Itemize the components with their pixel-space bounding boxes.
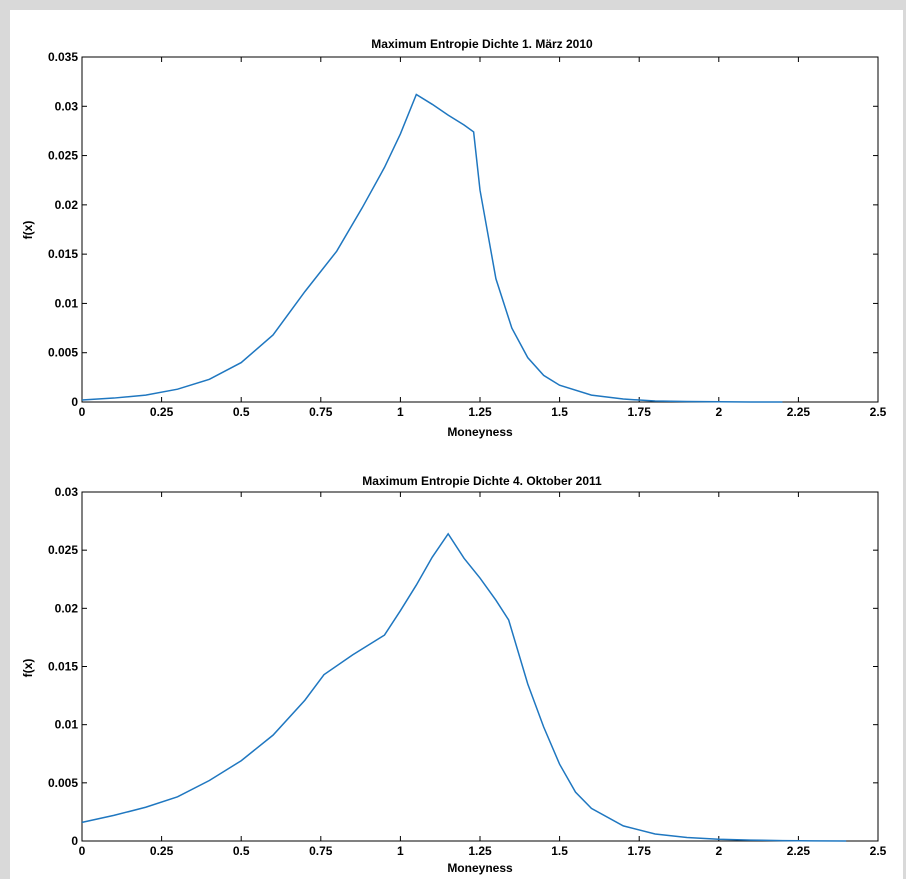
chart-1-y-tick-label: 0.025 xyxy=(48,149,78,163)
chart-1-y-tick-label: 0.035 xyxy=(48,50,78,64)
chart-1-x-tick-label: 0.5 xyxy=(233,405,250,419)
chart-2: Maximum Entropie Dichte 4. Oktober 2011 … xyxy=(21,474,887,875)
chart-2-y-tick-label: 0.025 xyxy=(48,543,78,557)
chart-1-x-tick-label: 1.25 xyxy=(468,405,492,419)
chart-2-x-tick-label: 2.5 xyxy=(870,844,887,858)
chart-1-y-axis-label: f(x) xyxy=(21,221,35,240)
chart-1-y-axis: 0 0.005 0.01 0.015 0.02 0.025 0.03 0.035 xyxy=(48,50,878,409)
chart-2-y-axis-label: f(x) xyxy=(21,659,35,678)
chart-1-x-axis: 0 0.25 0.5 0.75 1 1.25 1.5 1.75 2 2.25 2.5 xyxy=(79,57,887,419)
chart-2-series-line xyxy=(81,532,847,842)
figure-canvas: Maximum Entropie Dichte 1. März 2010 0 0.… xyxy=(21,37,887,875)
chart-2-y-tick-label: 0.02 xyxy=(55,601,79,615)
chart-2-x-tick-label: 2.25 xyxy=(787,844,811,858)
chart-1-x-tick-label: 1.75 xyxy=(628,405,652,419)
chart-1-x-tick-label: 0.75 xyxy=(309,405,333,419)
chart-2-plot-area xyxy=(81,491,879,842)
chart-2-x-tick-label: 2 xyxy=(715,844,722,858)
chart-1-y-tick-label: 0.02 xyxy=(55,198,79,212)
chart-2-y-axis: 0 0.005 0.01 0.015 0.02 0.025 0.03 xyxy=(48,485,878,848)
chart-2-y-tick-label: 0.005 xyxy=(48,776,78,790)
chart-1-plot-area xyxy=(81,56,879,403)
chart-2-x-axis: 0 0.25 0.5 0.75 1 1.25 1.5 1.75 2 2.25 2.5 xyxy=(79,492,887,858)
chart-1-x-tick-label: 0.25 xyxy=(150,405,174,419)
chart-2-x-tick-label: 1 xyxy=(397,844,404,858)
chart-2-x-tick-label: 1.5 xyxy=(551,844,568,858)
chart-2-x-tick-label: 0.75 xyxy=(309,844,333,858)
chart-1-y-tick-label: 0.005 xyxy=(48,346,78,360)
chart-2-x-axis-label: Moneyness xyxy=(447,861,513,875)
chart-1-x-tick-label: 1.5 xyxy=(551,405,568,419)
chart-1-y-tick-label: 0.03 xyxy=(55,99,79,113)
chart-2-x-tick-label: 1.75 xyxy=(628,844,652,858)
chart-1-x-tick-label: 2 xyxy=(715,405,722,419)
figure-frame: Maximum Entropie Dichte 1. März 2010 0 0.… xyxy=(10,10,903,879)
chart-2-x-tick-label: 1.25 xyxy=(468,844,492,858)
chart-2-y-tick-label: 0.01 xyxy=(55,718,79,732)
chart-1-x-tick-label: 2.5 xyxy=(870,405,887,419)
chart-1-x-tick-label: 0 xyxy=(79,405,86,419)
chart-2-x-tick-label: 0.5 xyxy=(233,844,250,858)
chart-2-y-tick-label: 0.03 xyxy=(55,485,79,499)
chart-2-y-tick-label: 0.015 xyxy=(48,660,78,674)
chart-1: Maximum Entropie Dichte 1. März 2010 0 0.… xyxy=(21,37,887,439)
chart-1-x-tick-label: 1 xyxy=(397,405,404,419)
chart-1-y-tick-label: 0.015 xyxy=(48,247,78,261)
chart-1-series-line xyxy=(81,93,783,403)
chart-1-x-tick-label: 2.25 xyxy=(787,405,811,419)
chart-1-y-tick-label: 0 xyxy=(71,395,78,409)
chart-2-x-tick-label: 0 xyxy=(79,844,86,858)
chart-1-y-tick-label: 0.01 xyxy=(55,296,79,310)
chart-2-x-tick-label: 0.25 xyxy=(150,844,174,858)
chart-1-title: Maximum Entropie Dichte 1. März 2010 xyxy=(371,37,593,51)
chart-2-title: Maximum Entropie Dichte 4. Oktober 2011 xyxy=(362,474,602,488)
chart-2-y-tick-label: 0 xyxy=(71,834,78,848)
chart-1-x-axis-label: Moneyness xyxy=(447,425,513,439)
